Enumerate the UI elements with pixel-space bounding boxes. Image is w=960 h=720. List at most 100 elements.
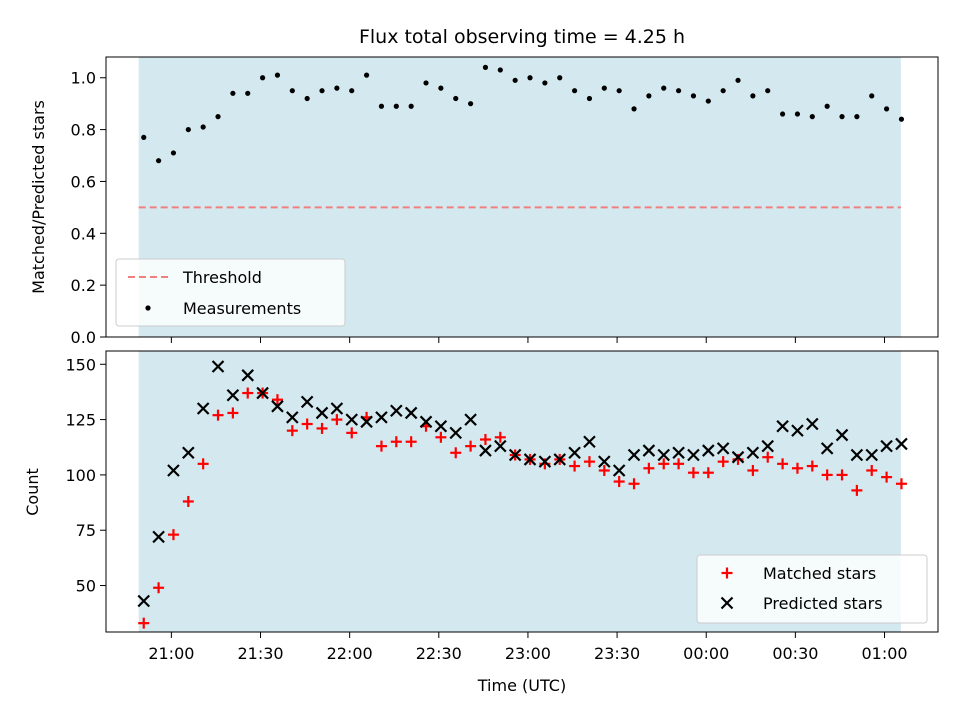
matched-star-point bbox=[138, 617, 150, 629]
top-axes-frame bbox=[105, 56, 939, 338]
predicted-star-point bbox=[449, 426, 463, 440]
legend-matched-marker bbox=[721, 567, 733, 579]
predicted-star-point bbox=[702, 444, 715, 457]
matched-star-point bbox=[465, 440, 477, 452]
predicted-star-point bbox=[479, 444, 492, 457]
matched-star-point bbox=[212, 409, 224, 421]
measurement-point bbox=[616, 88, 622, 94]
top-panel: 0.0 0.2 0.4 0.6 0.8 1.0 Matched/Predicted sta… bbox=[29, 56, 939, 347]
matched-star-point bbox=[405, 436, 417, 448]
predicted-star-point bbox=[538, 455, 552, 468]
x-tick-label: 23:00 bbox=[505, 644, 551, 663]
matched-star-point bbox=[806, 460, 818, 472]
measurement-point bbox=[289, 88, 295, 94]
legend-measurements-swatch bbox=[145, 305, 151, 311]
matched-star-point bbox=[479, 434, 491, 446]
matched-star-point bbox=[747, 464, 759, 476]
legend-predicted-label: Predicted stars bbox=[763, 594, 883, 613]
predicted-star-point bbox=[612, 464, 626, 477]
bottom-y-tick-label: 100 bbox=[65, 466, 96, 485]
bottom-predicted-points bbox=[137, 360, 908, 608]
predicted-star-point bbox=[865, 448, 879, 462]
matched-star-point bbox=[316, 422, 328, 434]
measurement-point bbox=[675, 88, 682, 94]
measurement-point bbox=[155, 158, 162, 164]
predicted-star-point bbox=[672, 446, 685, 460]
predicted-star-point bbox=[315, 406, 329, 420]
matched-star-point bbox=[450, 447, 462, 459]
top-legend: Threshold Measurements bbox=[115, 258, 346, 327]
measurement-point bbox=[824, 103, 830, 109]
measurement-point bbox=[334, 85, 340, 91]
matched-star-point bbox=[895, 478, 907, 490]
x-tick-label: 21:30 bbox=[237, 644, 283, 663]
measurement-point bbox=[349, 88, 355, 94]
matched-star-point bbox=[390, 436, 402, 448]
measurement-point bbox=[720, 88, 726, 94]
x-tick-label: 00:00 bbox=[683, 644, 729, 663]
measurement-point bbox=[497, 67, 503, 73]
matched-star-point bbox=[435, 431, 447, 443]
bottom-y-tick-label: 150 bbox=[65, 355, 96, 374]
predicted-star-point bbox=[271, 400, 284, 413]
bottom-y-tick-label: 125 bbox=[65, 411, 96, 430]
predicted-star-point bbox=[850, 448, 864, 462]
matched-star-point bbox=[331, 414, 343, 426]
predicted-star-point bbox=[657, 448, 671, 462]
bottom-y-tick-label: 75 bbox=[76, 521, 96, 540]
matched-star-point bbox=[167, 529, 179, 541]
top-y-tick-label: 1.0 bbox=[71, 69, 96, 88]
measurement-point bbox=[185, 126, 191, 133]
x-tick-label: 00:30 bbox=[772, 644, 818, 663]
predicted-star-point bbox=[553, 453, 567, 466]
predicted-star-point bbox=[360, 415, 373, 429]
predicted-star-point bbox=[375, 411, 388, 424]
measurement-point bbox=[869, 93, 875, 99]
measurement-point bbox=[467, 101, 474, 107]
bottom-axes-frame bbox=[105, 350, 939, 633]
measurement-point bbox=[809, 114, 815, 120]
predicted-star-point bbox=[345, 413, 359, 426]
predicted-star-point bbox=[434, 419, 448, 433]
legend-predicted-swatch bbox=[720, 596, 734, 610]
top-y-tick-label: 0.0 bbox=[71, 328, 96, 347]
measurement-point bbox=[259, 75, 266, 81]
bottom-legend-box bbox=[696, 554, 928, 624]
bottom-y-axis: 50 75 100 125 150 bbox=[65, 355, 106, 596]
measurement-point bbox=[245, 90, 251, 96]
measurement-point bbox=[765, 88, 771, 94]
predicted-star-point bbox=[776, 419, 789, 433]
legend-matched-swatch bbox=[721, 567, 733, 579]
matched-star-point bbox=[613, 476, 625, 488]
matched-star-point bbox=[821, 469, 833, 481]
matched-star-point bbox=[242, 387, 254, 399]
measurement-point bbox=[690, 93, 697, 99]
predicted-star-point bbox=[761, 439, 775, 453]
measurement-point bbox=[393, 103, 399, 109]
predicted-star-point bbox=[300, 395, 314, 409]
predicted-star-point bbox=[716, 442, 730, 455]
predicted-star-point bbox=[464, 413, 477, 426]
matched-star-point bbox=[643, 462, 655, 474]
measurement-point bbox=[779, 111, 786, 117]
matched-star-point bbox=[569, 460, 581, 472]
matched-star-point bbox=[375, 440, 387, 452]
matched-star-point bbox=[836, 469, 848, 481]
legend-threshold-label: Threshold bbox=[182, 268, 262, 287]
bottom-matched-points bbox=[138, 387, 907, 629]
predicted-star-point bbox=[642, 444, 656, 457]
top-measurement-points bbox=[141, 64, 905, 164]
predicted-star-point bbox=[791, 424, 804, 437]
measurement-point bbox=[230, 90, 236, 96]
predicted-star-point bbox=[182, 446, 195, 460]
bottom-legend: Matched stars Predicted stars bbox=[696, 554, 928, 624]
measurement-point bbox=[274, 72, 281, 78]
top-x-ticks bbox=[170, 337, 886, 343]
measurement-point bbox=[661, 85, 667, 91]
predicted-star-point bbox=[167, 464, 180, 477]
top-y-tick-label: 0.6 bbox=[71, 172, 96, 191]
x-tick-label: 01:00 bbox=[861, 644, 907, 663]
predicted-star-point bbox=[523, 453, 537, 466]
matched-star-point bbox=[628, 478, 640, 490]
